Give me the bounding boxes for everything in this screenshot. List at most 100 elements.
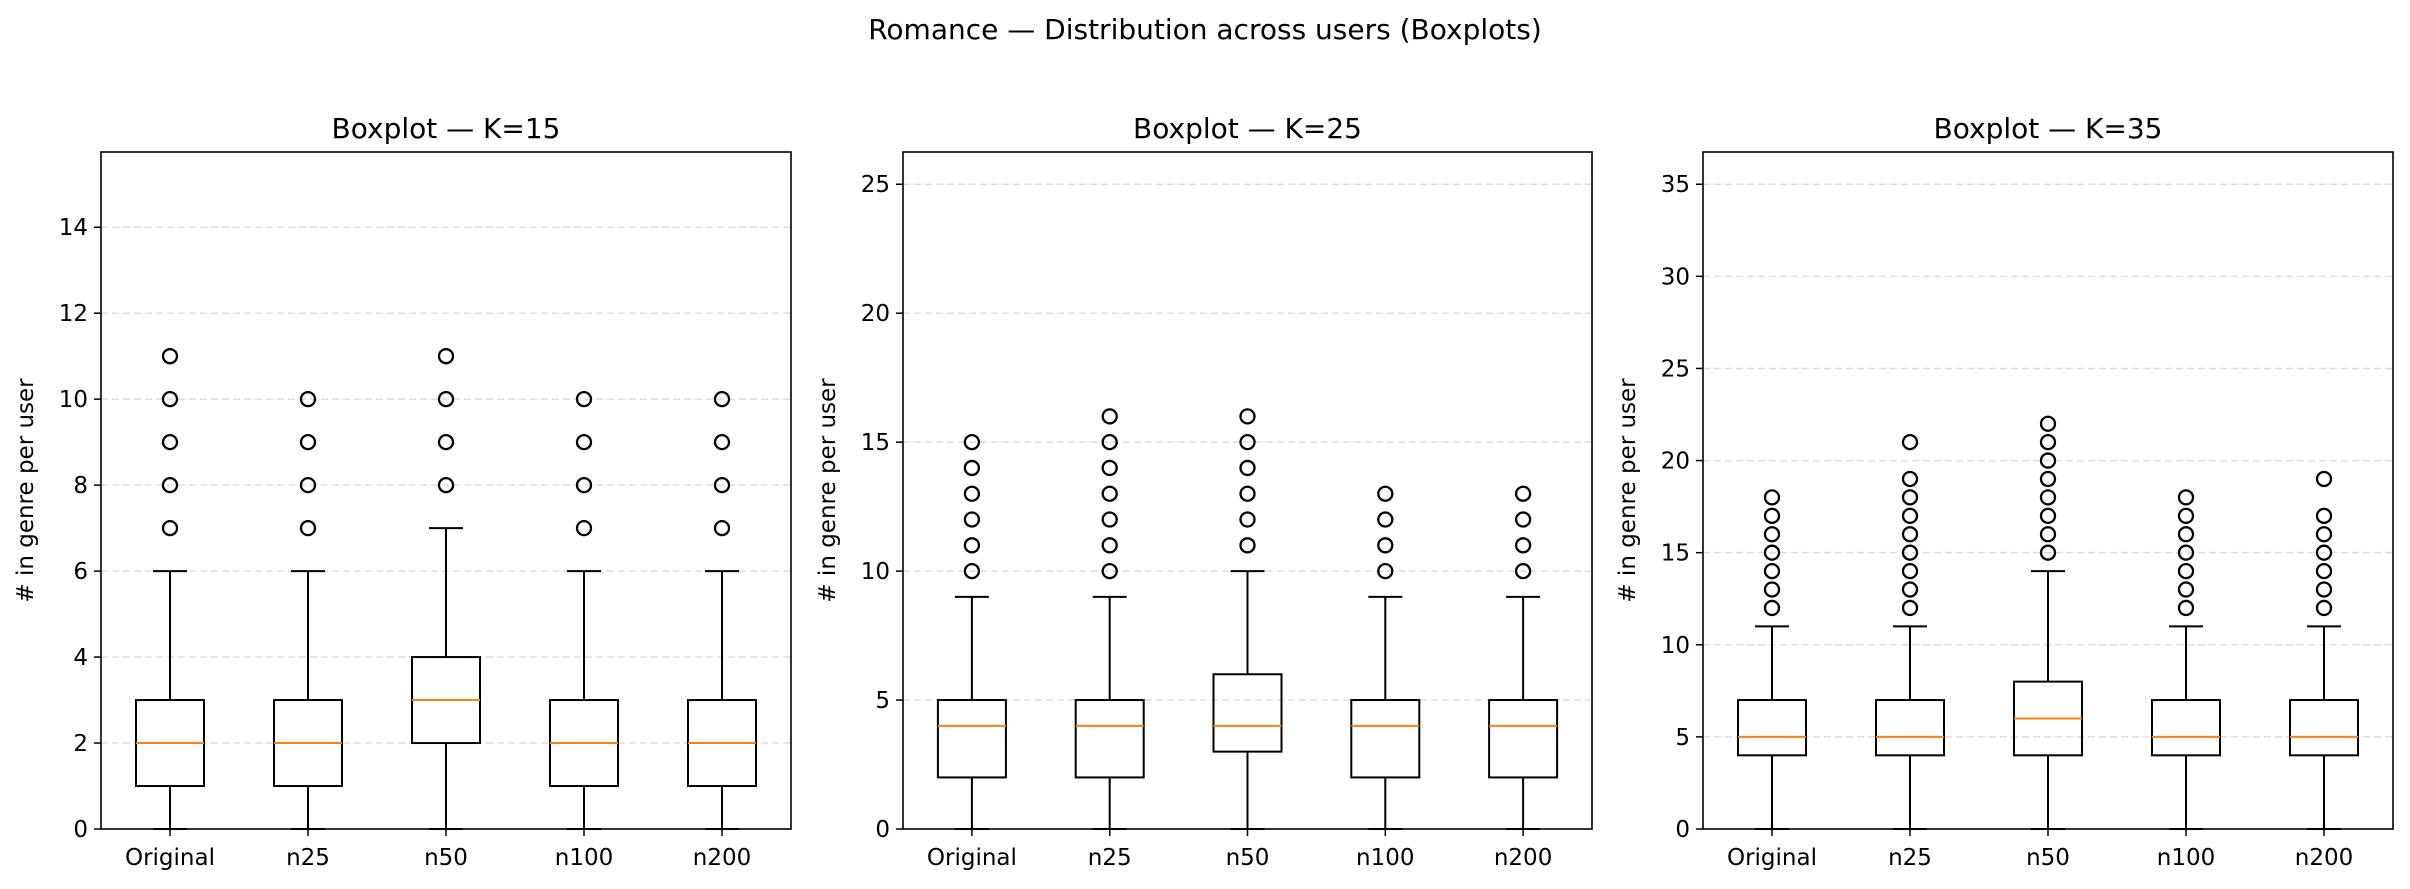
y-axis-label: # in genre per user	[13, 378, 39, 603]
y-tick-label: 10	[1661, 633, 1690, 659]
y-tick-label: 10	[59, 387, 88, 413]
outlier-point	[963, 485, 981, 502]
box-n50	[411, 348, 481, 830]
outlier-point	[1514, 511, 1532, 528]
outlier-point	[1901, 507, 1919, 524]
iqr-box	[1737, 699, 1807, 757]
outlier-point	[1101, 537, 1118, 554]
outlier-point	[1101, 433, 1118, 451]
box-Original	[1737, 489, 1807, 830]
y-tick-label: 2	[73, 731, 88, 757]
box-n200	[1488, 485, 1559, 830]
outlier-point	[963, 433, 981, 451]
x-tick-label: n50	[1226, 845, 1270, 871]
outlier-point	[1763, 562, 1781, 580]
x-tick-label: n25	[286, 845, 330, 871]
outlier-point	[1377, 511, 1394, 528]
outlier-point	[963, 459, 981, 477]
outlier-point	[1763, 544, 1781, 561]
outlier-point	[2315, 599, 2333, 617]
y-tick-label: 8	[73, 473, 88, 499]
y-tick-label: 4	[73, 645, 88, 671]
box-n25	[273, 391, 343, 830]
outlier-point	[2315, 544, 2333, 561]
outlier-point	[1901, 599, 1919, 617]
y-tick-label: 0	[1675, 817, 1690, 843]
outlier-point	[2039, 415, 2057, 432]
outlier-point	[1901, 562, 1919, 580]
boxplot-panel-3: 0 5 10 15 20 25 30 35 Original n25 n50 n100 n200 Boxp…	[1615, 112, 2394, 871]
box-Original	[135, 348, 205, 830]
outlier-point	[1901, 433, 1919, 451]
outlier-point	[1763, 526, 1781, 543]
outlier-point	[713, 476, 731, 494]
subplot-panels: 0 2 4 6 8 10 12 14 Original n25 n50 n100 n200 Boxplot…	[13, 112, 2394, 871]
box-n100	[2151, 489, 2221, 830]
outlier-point	[2039, 544, 2057, 561]
outlier-point	[2177, 507, 2195, 524]
outlier-point	[1901, 526, 1919, 543]
y-tick-label: 15	[861, 430, 890, 456]
x-tick-label: n50	[424, 845, 468, 871]
outlier-point	[299, 433, 317, 451]
outlier-point	[1101, 459, 1118, 477]
outlier-point	[575, 391, 593, 408]
outlier-point	[713, 433, 731, 451]
y-axis-label: # in genre per user	[1615, 378, 1641, 603]
outlier-point	[1101, 562, 1118, 580]
y-tick-label: 12	[59, 301, 88, 327]
outlier-point	[2177, 544, 2195, 561]
outlier-point	[1101, 485, 1118, 502]
outlier-point	[1377, 537, 1394, 554]
outlier-point	[1101, 511, 1118, 528]
box-n100	[1350, 485, 1421, 830]
y-tick-label: 20	[1661, 449, 1690, 475]
y-tick-label: 5	[1675, 725, 1690, 751]
outlier-point	[2315, 581, 2333, 598]
outlier-point	[1763, 599, 1781, 617]
x-tick-label: n100	[2157, 845, 2215, 871]
outlier-point	[2177, 562, 2195, 580]
outlier-point	[299, 391, 317, 408]
outlier-point	[437, 433, 455, 451]
x-tick-label: n200	[2295, 845, 2353, 871]
y-tick-label: 0	[875, 817, 890, 843]
outlier-point	[1239, 459, 1256, 477]
outlier-point	[437, 391, 455, 408]
x-tick-label: Original	[1727, 845, 1817, 871]
outlier-point	[1101, 408, 1118, 425]
outlier-point	[713, 391, 731, 408]
outlier-point	[575, 476, 593, 494]
outlier-point	[2039, 433, 2057, 451]
outlier-point	[161, 433, 179, 451]
outlier-point	[1239, 408, 1256, 425]
outlier-point	[2177, 581, 2195, 598]
outlier-point	[1514, 485, 1532, 502]
iqr-box	[1350, 699, 1421, 779]
outlier-point	[713, 519, 731, 537]
iqr-box	[2289, 699, 2359, 757]
box-n200	[687, 391, 757, 830]
panel-title: Boxplot — K=35	[1934, 112, 2163, 145]
y-tick-label: 25	[861, 172, 890, 198]
iqr-box	[2151, 699, 2221, 757]
outlier-point	[575, 519, 593, 537]
outlier-point	[2315, 470, 2333, 488]
y-tick-label: 25	[1661, 356, 1690, 382]
y-tick-label: 0	[73, 817, 88, 843]
outlier-point	[1377, 485, 1394, 502]
x-tick-label: n100	[555, 845, 613, 871]
outlier-point	[1901, 544, 1919, 561]
outlier-point	[963, 537, 981, 554]
outlier-point	[2315, 507, 2333, 524]
outlier-point	[299, 476, 317, 494]
boxplot-panel-1: 0 2 4 6 8 10 12 14 Original n25 n50 n100 n200 Boxplot…	[13, 112, 792, 871]
x-tick-label: n50	[2026, 845, 2070, 871]
outlier-point	[2039, 489, 2057, 506]
box-n200	[2289, 470, 2359, 830]
iqr-box	[1875, 699, 1945, 757]
iqr-box	[1074, 699, 1145, 779]
outlier-point	[575, 433, 593, 451]
box-Original	[936, 433, 1007, 830]
